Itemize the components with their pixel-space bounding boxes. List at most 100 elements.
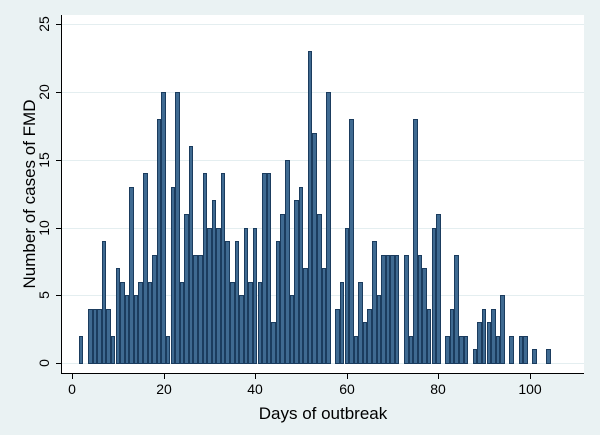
bar-day-30 bbox=[207, 227, 212, 364]
bar-day-43 bbox=[266, 173, 272, 364]
bar-day-24 bbox=[179, 281, 185, 364]
bar-day-35 bbox=[230, 281, 235, 364]
gridline bbox=[62, 92, 584, 93]
y-tick-label: 0 bbox=[36, 359, 52, 367]
x-tick-label: 0 bbox=[68, 381, 76, 397]
bar-day-79 bbox=[431, 227, 437, 364]
bar-day-21 bbox=[165, 335, 171, 364]
bar-day-104 bbox=[546, 349, 551, 364]
bar-day-13 bbox=[129, 186, 134, 364]
bar-day-53 bbox=[312, 132, 317, 364]
bar-day-92 bbox=[491, 308, 496, 364]
bar-day-75 bbox=[413, 119, 418, 364]
bar-day-77 bbox=[422, 268, 427, 364]
bar-day-44 bbox=[271, 322, 276, 364]
bar-day-80 bbox=[436, 213, 441, 364]
bar-day-22 bbox=[170, 186, 176, 364]
bar-day-40 bbox=[252, 227, 258, 364]
bar-day-96 bbox=[509, 335, 514, 364]
x-tick bbox=[530, 374, 531, 379]
y-tick bbox=[56, 160, 61, 161]
bar-day-31 bbox=[211, 200, 217, 364]
bar-day-17 bbox=[147, 281, 153, 364]
bar-day-59 bbox=[339, 281, 345, 364]
bar-day-29 bbox=[202, 173, 208, 364]
bar-day-23 bbox=[175, 92, 180, 364]
bar-day-16 bbox=[143, 173, 148, 364]
x-tick-label: 100 bbox=[518, 381, 542, 397]
bar-day-61 bbox=[349, 119, 354, 364]
bar-day-101 bbox=[532, 349, 537, 364]
bar-day-54 bbox=[317, 213, 322, 364]
bar-day-76 bbox=[417, 254, 423, 364]
x-tick-label: 60 bbox=[339, 381, 355, 397]
bar-day-89 bbox=[477, 322, 482, 364]
bar-day-83 bbox=[449, 308, 455, 364]
x-tick-label: 20 bbox=[156, 381, 172, 397]
bar-day-38 bbox=[243, 227, 249, 364]
bar-day-63 bbox=[358, 281, 363, 364]
y-axis-title: Number of cases of FMD bbox=[20, 99, 39, 289]
bar-day-7 bbox=[101, 241, 107, 364]
bar-day-50 bbox=[298, 186, 304, 364]
bar-day-52 bbox=[307, 51, 313, 364]
bar-day-69 bbox=[385, 254, 391, 364]
x-tick-label: 40 bbox=[247, 381, 263, 397]
bar-day-48 bbox=[289, 295, 295, 365]
bar-day-45 bbox=[275, 241, 281, 364]
bar-day-34 bbox=[225, 241, 230, 364]
y-tick bbox=[56, 295, 61, 296]
bar-day-18 bbox=[152, 254, 157, 364]
bar-day-37 bbox=[239, 295, 244, 365]
bar-day-49 bbox=[294, 200, 299, 364]
bar-day-60 bbox=[344, 227, 350, 364]
gridline bbox=[62, 24, 584, 25]
bar-day-65 bbox=[367, 308, 372, 364]
bar-day-8 bbox=[106, 308, 111, 364]
bar-day-10 bbox=[115, 268, 121, 364]
bar-day-86 bbox=[463, 335, 469, 364]
bar-day-82 bbox=[445, 335, 450, 364]
bar-day-84 bbox=[454, 254, 459, 364]
bar-day-15 bbox=[138, 281, 143, 364]
x-tick-label: 80 bbox=[430, 381, 446, 397]
bar-day-19 bbox=[156, 119, 162, 364]
bar-day-26 bbox=[188, 146, 194, 364]
bar-day-51 bbox=[303, 268, 308, 364]
bar-day-70 bbox=[390, 254, 395, 364]
y-axis-line bbox=[61, 15, 62, 374]
bar-day-25 bbox=[184, 213, 189, 364]
bar-day-73 bbox=[404, 254, 409, 364]
bar-day-62 bbox=[353, 335, 359, 364]
bar-day-9 bbox=[110, 335, 116, 364]
bar-day-27 bbox=[193, 254, 198, 364]
y-tick bbox=[56, 363, 61, 364]
bar-day-11 bbox=[120, 281, 125, 364]
bar-day-33 bbox=[220, 173, 226, 364]
x-tick bbox=[438, 374, 439, 379]
bar-day-42 bbox=[262, 173, 267, 364]
bar-day-91 bbox=[486, 322, 492, 364]
bar-day-36 bbox=[234, 241, 240, 364]
bar-day-68 bbox=[381, 254, 386, 364]
y-tick bbox=[56, 92, 61, 93]
bar-day-98 bbox=[518, 335, 524, 364]
bar-day-58 bbox=[335, 308, 340, 364]
y-tick bbox=[56, 228, 61, 229]
bar-day-12 bbox=[124, 295, 130, 365]
x-tick bbox=[164, 374, 165, 379]
bar-day-67 bbox=[376, 295, 382, 365]
bar-day-6 bbox=[97, 308, 102, 364]
bar-day-47 bbox=[285, 159, 290, 365]
x-tick bbox=[72, 374, 73, 379]
bar-day-39 bbox=[248, 281, 253, 364]
x-axis-title: Days of outbreak bbox=[258, 404, 388, 423]
bar-day-88 bbox=[472, 349, 478, 364]
gridline bbox=[62, 160, 584, 161]
bar-day-4 bbox=[88, 308, 93, 364]
bar-day-41 bbox=[257, 281, 263, 364]
bar-day-46 bbox=[280, 213, 285, 364]
gridline bbox=[62, 228, 584, 229]
x-tick bbox=[347, 374, 348, 379]
